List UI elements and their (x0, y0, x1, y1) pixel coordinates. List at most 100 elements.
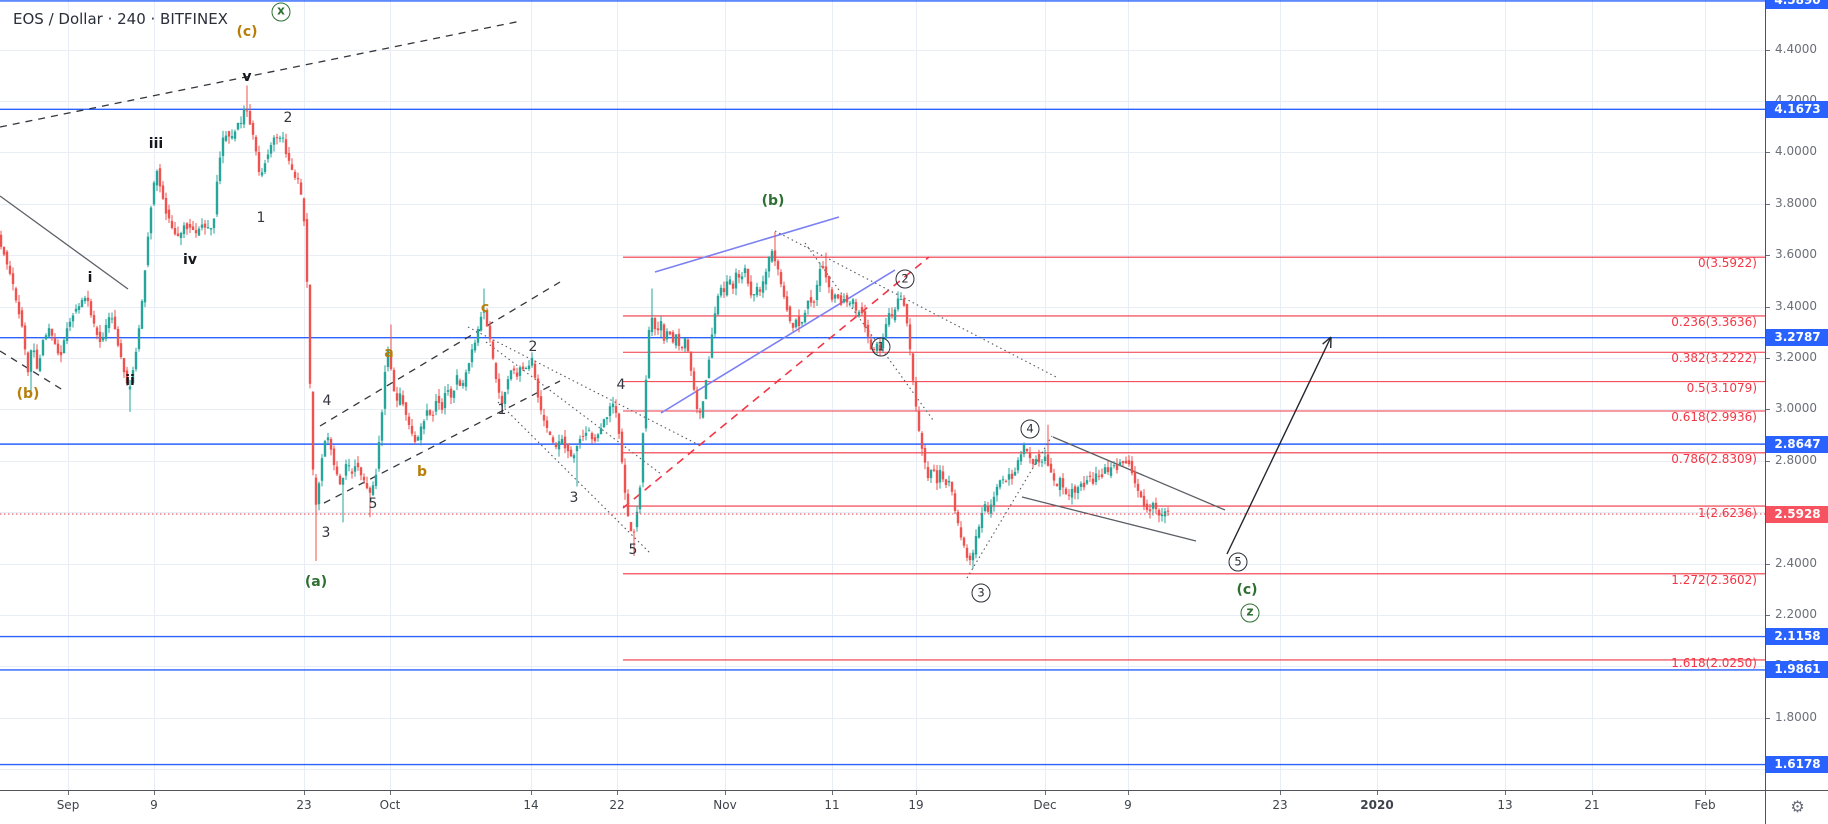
time-label-9: 9 (150, 798, 158, 812)
time-tick-mark (1705, 791, 1706, 795)
wave-label-iii-156: iii (148, 136, 164, 152)
time-tick-mark (390, 791, 391, 795)
price-tick-label: 1.8000 (1775, 709, 1817, 724)
wave-label-2-533: 2 (528, 339, 538, 355)
wave-label-1-261: 1 (256, 210, 266, 226)
price-axis[interactable]: 4.40004.20004.00003.80003.60003.40003.20… (1765, 0, 1828, 790)
time-label-21: 21 (1584, 798, 1600, 812)
price-tick-label: 2.4000 (1775, 555, 1817, 570)
nov-channel-upper (654, 216, 840, 273)
time-tick-mark (1045, 791, 1046, 795)
dec-wedge-upper (1052, 436, 1226, 511)
price-tick-label: 3.6000 (1775, 247, 1817, 262)
wave-label-4-1030: 4 (1020, 419, 1040, 439)
time-label-9: 9 (1124, 798, 1132, 812)
price-tick-mark (1766, 460, 1770, 462)
time-label-23: 23 (296, 798, 312, 812)
time-label-Dec: Dec (1033, 798, 1057, 812)
fib-label-0.786: 0.786(2.8309) (1671, 451, 1757, 466)
time-tick-mark (304, 791, 305, 795)
wave-label-c-247: (c) (236, 24, 258, 40)
price-tick-mark (1766, 563, 1770, 565)
price-tick-label: 3.8000 (1775, 195, 1817, 210)
fib-label-1: 1(2.6236) (1698, 506, 1757, 520)
wave-label-b-773: (b) (761, 193, 785, 209)
wave-label-3-981: 3 (971, 583, 991, 603)
wave-label-iv-190: iv (183, 252, 197, 268)
time-tick-mark (531, 791, 532, 795)
time-axis[interactable]: Sep 9 23 Oct 14 22 Nov 11 19 Dec 9 23 2020 13 21 Feb ⚙ (0, 790, 1828, 824)
time-tick-mark (832, 791, 833, 795)
wave-label-ii-130: ii (125, 373, 135, 389)
wave-label-b-28: (b) (16, 386, 40, 402)
time-tick-mark (617, 791, 618, 795)
price-tick-mark (1766, 203, 1770, 205)
fib-label-1.272: 1.272(2.3602) (1671, 572, 1757, 587)
drawing-trendlines (0, 20, 1332, 579)
b-peak-fan-1 (774, 230, 1059, 379)
wave-label-i-90: i (87, 270, 93, 286)
price-tick-label: 2.8000 (1775, 452, 1817, 467)
time-label-2020: 2020 (1360, 798, 1394, 812)
price-tick-label: 3.4000 (1775, 298, 1817, 313)
price-badge-4.1673: 4.1673 (1766, 100, 1828, 118)
fib-label-0.618: 0.618(2.9936) (1671, 409, 1757, 424)
sep-gray-trendline (0, 195, 129, 290)
wave-label-4-621: 4 (616, 377, 626, 393)
wave-label-1-881: 1 (871, 337, 891, 357)
time-tick-mark (1128, 791, 1129, 795)
price-badge-2.1158: 2.1158 (1766, 628, 1828, 646)
wave-label-x-281: x (271, 2, 291, 22)
price-tick-label: 4.0000 (1775, 144, 1817, 159)
price-tick-label: 4.4000 (1775, 41, 1817, 56)
abc-channel-lower (323, 380, 561, 504)
wave-label-2-288: 2 (283, 110, 293, 126)
time-label-Sep: Sep (56, 798, 80, 812)
time-tick-mark (725, 791, 726, 795)
price-tick-mark (1766, 255, 1770, 257)
price-tick-mark (1766, 614, 1770, 616)
settings-gear-icon[interactable]: ⚙ (1765, 791, 1828, 824)
price-badge-1.6178: 1.6178 (1766, 756, 1828, 774)
price-tick-mark (1766, 49, 1770, 51)
fib-label-0.382: 0.382(3.2222) (1671, 351, 1757, 366)
price-tick-mark (1766, 409, 1770, 411)
price-badge-2.8647: 2.8647 (1766, 435, 1828, 453)
fib-label-0: 0(3.5922) (1698, 256, 1757, 271)
projection-arrow (1226, 336, 1332, 555)
time-label-23: 23 (1272, 798, 1288, 812)
wave-label-3-574: 3 (569, 490, 579, 506)
blue-price-levels (0, 0, 1765, 766)
time-tick-mark (154, 791, 155, 795)
dec-wedge-lower (1021, 496, 1197, 542)
price-badge-2.5928: 2.5928 (1766, 505, 1828, 523)
time-label-14: 14 (523, 798, 539, 812)
price-badge-1.9861: 1.9861 (1766, 661, 1828, 679)
price-tick-mark (1766, 306, 1770, 308)
wave-label-4-327: 4 (322, 393, 332, 409)
wave-label-z-1250: z (1240, 603, 1260, 623)
price-badge-4.5890: 4.5890 (1766, 0, 1828, 10)
grid-lines (0, 0, 1765, 790)
candlestick-series (0, 85, 1170, 569)
time-label-13: 13 (1497, 798, 1513, 812)
price-tick-label: 3.0000 (1775, 401, 1817, 416)
wave-label-c-1247: (c) (1236, 582, 1258, 598)
wave-label-b-422: b (416, 464, 428, 480)
symbol-title[interactable]: EOS / Dollar · 240 · BITFINEX (13, 10, 228, 28)
projection-arrow-head (1322, 336, 1332, 345)
price-tick-label: 3.2000 (1775, 349, 1817, 364)
fib-label-1.618: 1.618(2.0250) (1671, 655, 1757, 670)
price-tick-mark (1766, 152, 1770, 154)
wave-label-a-316: (a) (304, 574, 328, 590)
time-tick-mark (1377, 791, 1378, 795)
price-tick-mark (1766, 717, 1770, 719)
nov-channel-lower (660, 269, 896, 414)
time-label-22: 22 (609, 798, 625, 812)
fib-label-0.236: 0.236(3.3636) (1671, 314, 1757, 329)
wave-label-5-373: 5 (368, 496, 378, 512)
fib-retracement-lines (623, 256, 1765, 661)
wave-label-3-326: 3 (321, 525, 331, 541)
